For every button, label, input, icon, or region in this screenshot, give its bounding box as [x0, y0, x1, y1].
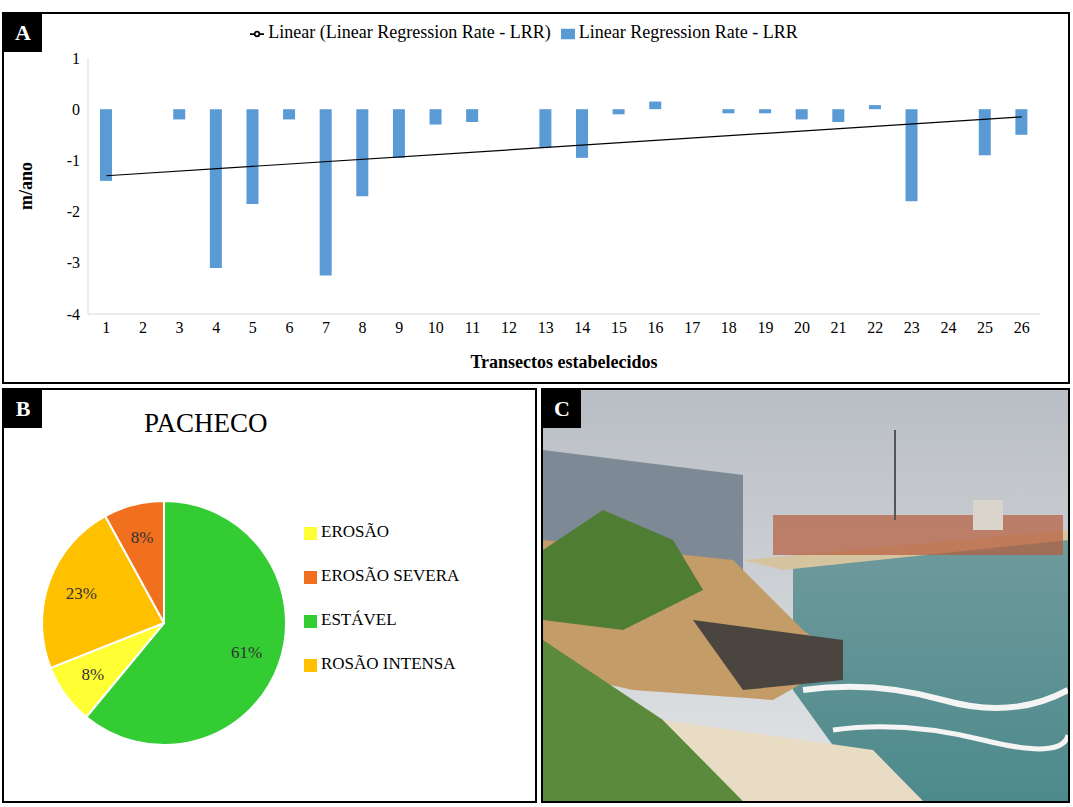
svg-text:26: 26 [1014, 319, 1030, 336]
svg-text:17: 17 [684, 319, 700, 336]
svg-text:24: 24 [940, 319, 956, 336]
html-text:C: C [554, 396, 570, 421]
svg-text:25: 25 [977, 319, 993, 336]
html-text:A: A [15, 20, 31, 45]
html-text:B: B [15, 396, 31, 421]
svg-text:23: 23 [904, 319, 920, 336]
svg-text:8%: 8% [82, 665, 105, 684]
svg-text:8: 8 [359, 319, 367, 336]
svg-text:14: 14 [574, 319, 590, 336]
html-text:EROSÃO: EROSÃO [321, 522, 389, 541]
svg-text:15: 15 [611, 319, 627, 336]
svg-text:22: 22 [867, 319, 883, 336]
svg-text:10: 10 [428, 319, 444, 336]
svg-text:21: 21 [831, 319, 847, 336]
svg-text:1: 1 [102, 319, 110, 336]
svg-text:3: 3 [176, 319, 184, 336]
html-text:Linear (Linear Regression Rate: Linear (Linear Regression Rate - LRR) [268, 22, 551, 42]
svg-text:7: 7 [322, 319, 330, 336]
svg-text:20: 20 [794, 319, 810, 336]
svg-text:8%: 8% [131, 528, 154, 547]
svg-text:23%: 23% [66, 584, 97, 603]
html-text:ESTÁVEL: ESTÁVEL [321, 610, 397, 629]
svg-text:16: 16 [648, 319, 664, 336]
html-text:EROSÃO SEVERA: EROSÃO SEVERA [321, 566, 460, 585]
svg-text:11: 11 [465, 319, 480, 336]
html-text:Linear Regression Rate - LRR: Linear Regression Rate - LRR [578, 22, 798, 42]
html-text:PACHECO: PACHECO [144, 408, 268, 438]
svg-text:-4: -4 [67, 306, 80, 323]
svg-text:-1: -1 [67, 152, 80, 169]
svg-text:-2: -2 [67, 203, 80, 220]
svg-text:12: 12 [501, 319, 517, 336]
svg-text:13: 13 [538, 319, 554, 336]
svg-text:61%: 61% [231, 643, 262, 662]
svg-text:9: 9 [395, 319, 403, 336]
svg-text:-3: -3 [67, 254, 80, 271]
svg-text:4: 4 [212, 319, 220, 336]
svg-text:m/ano: m/ano [16, 162, 36, 210]
svg-text:Transectos estabelecidos: Transectos estabelecidos [470, 352, 657, 372]
svg-text:5: 5 [249, 319, 257, 336]
svg-text:0: 0 [72, 101, 80, 118]
svg-text:6: 6 [285, 319, 293, 336]
svg-text:18: 18 [721, 319, 737, 336]
html-text:ROSÃO INTENSA: ROSÃO INTENSA [321, 654, 456, 673]
svg-text:19: 19 [757, 319, 773, 336]
svg-text:2: 2 [139, 319, 147, 336]
svg-text:1: 1 [72, 50, 80, 67]
